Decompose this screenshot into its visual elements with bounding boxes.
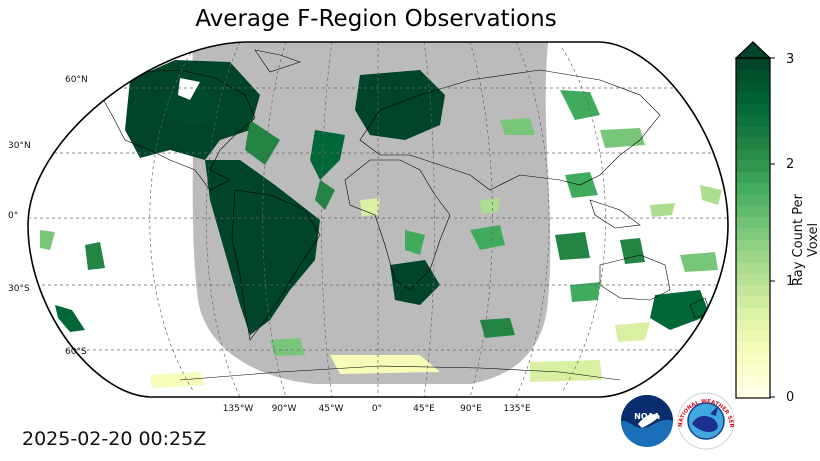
coastlines bbox=[94, 49, 711, 381]
colorbar-segment bbox=[736, 148, 770, 161]
lat-label-30s: 30°S bbox=[8, 284, 30, 294]
nws-logo: NATIONAL WEATHER SERVICE bbox=[676, 392, 735, 450]
colorbar-tick-2: 2 bbox=[786, 157, 795, 172]
colorbar-segment bbox=[736, 171, 770, 184]
lon-label-90w: 90°W bbox=[271, 404, 297, 414]
colorbar-label: Ray Count Per Voxel bbox=[791, 194, 820, 286]
colorbar-segment bbox=[736, 307, 770, 320]
colorbar-segment bbox=[736, 284, 770, 297]
colorbar-tick-3: 3 bbox=[786, 52, 795, 67]
colorbar-tick-0: 0 bbox=[786, 390, 795, 405]
colorbar-segment bbox=[736, 296, 770, 308]
colorbar-segment bbox=[736, 250, 770, 263]
colorbar-tick-1: 1 bbox=[786, 274, 795, 289]
lon-label-90e: 90°E bbox=[460, 404, 482, 414]
lon-label-45e: 45°E bbox=[413, 404, 435, 414]
colorbar-segment bbox=[736, 352, 770, 365]
map-outline bbox=[27, 41, 729, 398]
colorbar-segment bbox=[736, 330, 770, 342]
colorbar-gradient bbox=[736, 58, 770, 399]
colorbar-segment bbox=[736, 69, 770, 82]
colorbar-segment bbox=[736, 364, 770, 376]
colorbar-segment bbox=[736, 216, 770, 229]
colorbar-segment bbox=[736, 194, 770, 206]
colorbar-frame bbox=[735, 57, 771, 399]
colorbar-segment bbox=[736, 137, 770, 150]
colorbar-segment bbox=[736, 205, 770, 218]
lon-label-45w: 45°W bbox=[318, 404, 344, 414]
map-title: Average F-Region Observations bbox=[195, 6, 557, 32]
graticule bbox=[28, 42, 728, 397]
lat-label-30n: 30°N bbox=[8, 141, 31, 151]
colorbar-segment bbox=[736, 375, 770, 388]
colorbar-segment bbox=[736, 318, 770, 331]
noaa-logo-text: NOAA bbox=[634, 412, 660, 421]
colorbar-segment bbox=[736, 273, 770, 286]
colorbar-segment bbox=[736, 58, 770, 70]
lat-label-60n: 60°N bbox=[65, 75, 88, 85]
lon-label-135w: 135°W bbox=[222, 404, 254, 414]
timestamp: 2025-02-20 00:25Z bbox=[22, 428, 207, 450]
colorbar-extend-arrow bbox=[734, 41, 772, 59]
colorbar-segment bbox=[736, 228, 770, 240]
colorbar-segment bbox=[736, 103, 770, 116]
lon-label-0: 0° bbox=[371, 404, 383, 414]
colorbar-segment bbox=[736, 114, 770, 127]
lon-label-135e: 135°E bbox=[503, 404, 531, 414]
colorbar-segment bbox=[736, 160, 770, 172]
lat-label-60s: 60°S bbox=[65, 347, 87, 357]
colorbar-segment bbox=[736, 239, 770, 252]
colorbar-segment bbox=[736, 92, 770, 104]
noaa-logo: NOAA bbox=[621, 395, 673, 447]
colorbar-segment bbox=[736, 80, 770, 93]
observation-field bbox=[40, 60, 722, 388]
colorbar-segment bbox=[736, 341, 770, 354]
colorbar-segment bbox=[736, 386, 770, 399]
colorbar-segment bbox=[736, 126, 770, 138]
lat-label-0: 0° bbox=[8, 211, 19, 221]
colorbar bbox=[734, 41, 775, 399]
colorbar-segment bbox=[736, 262, 770, 274]
colorbar-segment bbox=[736, 182, 770, 195]
